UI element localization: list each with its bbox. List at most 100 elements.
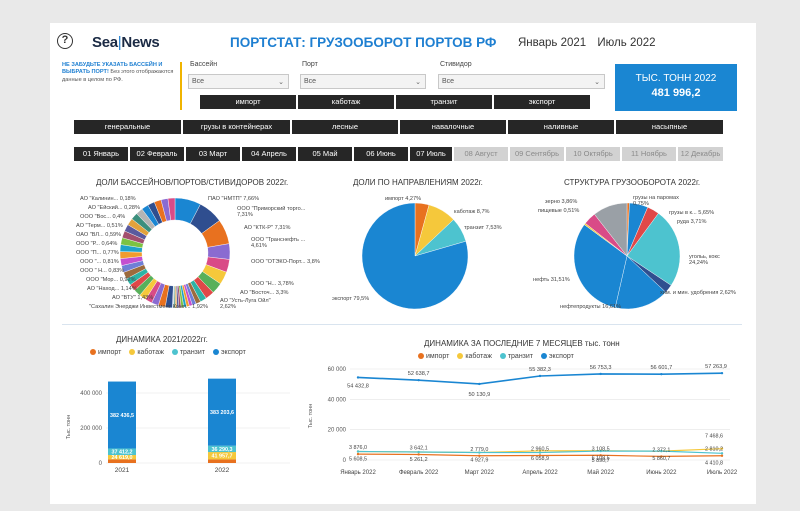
bar-chart: 0 200 000 400 000 Тыс. тонн 24 619,037 412,2…: [66, 378, 290, 474]
month-button-07[interactable]: 07 Июль: [410, 147, 452, 161]
direction-button-transit[interactable]: транзит: [396, 95, 492, 109]
cargo-button-liquid[interactable]: наливные: [508, 120, 614, 134]
donut-label-15: ООО "Р... 0,64%: [76, 241, 118, 247]
direction-button-import[interactable]: импорт: [200, 95, 296, 109]
structure-label-oil-products: нефтепродукты 16,61%: [560, 304, 622, 310]
direction-button-cabotage[interactable]: каботаж: [298, 95, 394, 109]
bar-2022-каботаж: [208, 452, 236, 460]
month-button-01[interactable]: 01 Январь: [74, 147, 128, 161]
structure-label-ore: руда 3,71%: [677, 219, 707, 225]
line-data-label-import: 2 810,2: [705, 447, 723, 453]
month-button-05[interactable]: 05 Май: [298, 147, 352, 161]
line-point-экспорт: [720, 371, 724, 375]
cargo-button-timber[interactable]: лесные: [292, 120, 398, 134]
line-x-tick: Апрель 2022: [522, 470, 558, 476]
line-x-tick: Февраль 2022: [399, 470, 439, 476]
cargo-button-containers[interactable]: грузы в контейнерах: [183, 120, 290, 134]
legend-import-label: импорт: [98, 349, 122, 356]
line-point-экспорт: [478, 382, 481, 386]
legend-export-label: экспорт: [548, 353, 574, 360]
bar-2022-импорт: [208, 459, 236, 463]
line-y-tick: 60 000: [328, 367, 347, 373]
cargo-button-bulk[interactable]: навалочные: [400, 120, 506, 134]
seanews-logo[interactable]: Sea|News: [92, 34, 160, 51]
cargo-button-general[interactable]: генеральные: [74, 120, 181, 134]
month-button-06[interactable]: 06 Июнь: [354, 147, 408, 161]
month-button-02[interactable]: 02 Февраль: [130, 147, 184, 161]
bar-2022-экспорт: [208, 378, 236, 446]
structure-label-oil: нефть 31,51%: [533, 277, 570, 283]
month-button-12[interactable]: 12 Декабрь: [678, 147, 723, 161]
bar-data-label: 383 203,6: [210, 410, 234, 416]
bar-2021-транзит: [108, 448, 136, 456]
directions-chart-title: ДОЛИ ПО НАПРАВЛЕНИЯМ 2022г.: [353, 178, 483, 187]
logo-separator: |: [117, 34, 122, 51]
legend-import-label: импорт: [426, 353, 450, 360]
line-point-транзит: [660, 449, 663, 453]
legend-transit-marker: [171, 349, 178, 355]
logo-text-right: News: [121, 34, 160, 51]
structure-label-grain: зерно 3,86%: [545, 199, 578, 205]
donut-label-8: "Сахалин Энерджи Инвестмент Комп... 1,92…: [89, 304, 208, 310]
line-y-tick: 20 000: [328, 428, 347, 434]
chevron-down-icon: ⌄: [594, 79, 600, 86]
bar-chart-title: ДИНАМИКА 2021/2022гг.: [116, 335, 208, 344]
line-data-label-cabotage: 5 608,5: [349, 456, 367, 462]
month-button-11[interactable]: 11 Ноябрь: [622, 147, 676, 161]
legend-transit-label: транзит: [507, 353, 534, 360]
line-point-импорт: [720, 454, 724, 457]
line-point-импорт: [417, 453, 420, 456]
bar-x-tick: 2021: [115, 467, 130, 474]
basin-select[interactable]: Все ⌄: [188, 74, 289, 89]
month-button-04[interactable]: 04 Апрель: [242, 147, 296, 161]
help-icon[interactable]: ?: [57, 33, 73, 49]
directions-slice-3: [361, 202, 469, 310]
bar-y-tick: 200 000: [80, 426, 102, 432]
legend-cabotage-marker: [129, 349, 136, 355]
kpi-title: ТЫС. ТОНН 2022: [635, 73, 717, 84]
donut-label-14: ООО "П... 0,77%: [76, 250, 119, 256]
line-chart: 0 20 000 40 000 60 000 Тыс. тонн 54 432,8 52 6…: [308, 364, 738, 476]
line-data-label-cabotage: 5 261,2: [410, 457, 428, 463]
directions-label-transit: транзит 7,53%: [464, 225, 502, 231]
stevedore-select[interactable]: Все ⌄: [438, 74, 605, 89]
donut-label-19: АО "Ейский... 0,28%: [88, 205, 140, 211]
basin-filter-label: Бассейн: [190, 61, 218, 68]
directions-label-cabotage: каботаж 8,7%: [454, 209, 490, 215]
month-button-03[interactable]: 03 Март: [186, 147, 240, 161]
line-data-label-export: 52 638,7: [408, 371, 430, 377]
month-button-09[interactable]: 09 Сентябрь: [510, 147, 564, 161]
cargo-button-loose[interactable]: насыпные: [616, 120, 723, 134]
donut-slice-44: [167, 197, 176, 221]
line-point-транзит: [538, 451, 542, 454]
period-to: Июль 2022: [597, 37, 656, 49]
line-data-label-import: 3 642,1: [410, 445, 428, 451]
legend-cabotage-marker: [457, 353, 464, 359]
legend-export-marker: [212, 349, 219, 355]
directions-label-import: импорт 4,27%: [385, 196, 422, 202]
bar-y-tick: 400 000: [80, 391, 102, 397]
port-select[interactable]: Все ⌄: [300, 74, 426, 89]
structure-label-coal: угольь, кокс 24,24%: [689, 254, 720, 266]
donut-label-17: АО "Терм... 0,51%: [76, 223, 123, 229]
line-point-импорт: [538, 454, 542, 457]
line-point-транзит: [356, 450, 360, 453]
filter-hint-highlight: НЕ ЗАБУДЬТЕ УКАЗАТЬ БАССЕЙН И ВЫБРАТЬ ПО…: [62, 62, 163, 76]
bar-2022-транзит: [208, 445, 236, 453]
month-button-10[interactable]: 10 Октябрь: [566, 147, 620, 161]
donut-label-13: ООО "... 0,81%: [80, 259, 119, 265]
basin-select-value: Все: [192, 78, 205, 85]
legend-transit-marker: [499, 353, 506, 359]
line-point-экспорт: [356, 376, 360, 379]
bar-2021-импорт: [108, 459, 136, 463]
direction-button-export[interactable]: экспорт: [494, 95, 590, 109]
line-chart-title: ДИНАМИКА ЗА ПОСЛЕДНИЕ 7 МЕСЯЦЕВ тыс. тон…: [424, 339, 620, 348]
donut-label-6: АО "Восточ... 3,3%: [240, 290, 289, 296]
month-button-08[interactable]: 08 Август: [454, 147, 508, 161]
structure-label-food: пищевые 0,51%: [538, 208, 580, 214]
line-data-label-import: 2 372,1: [652, 447, 670, 453]
line-data-label-import: 3 108,5: [592, 446, 610, 452]
line-y-tick: 0: [343, 458, 347, 464]
structure-slice-9: [594, 202, 628, 257]
structure-label-fertilizers: хим. и мин. удобрения 2,62%: [660, 290, 736, 296]
